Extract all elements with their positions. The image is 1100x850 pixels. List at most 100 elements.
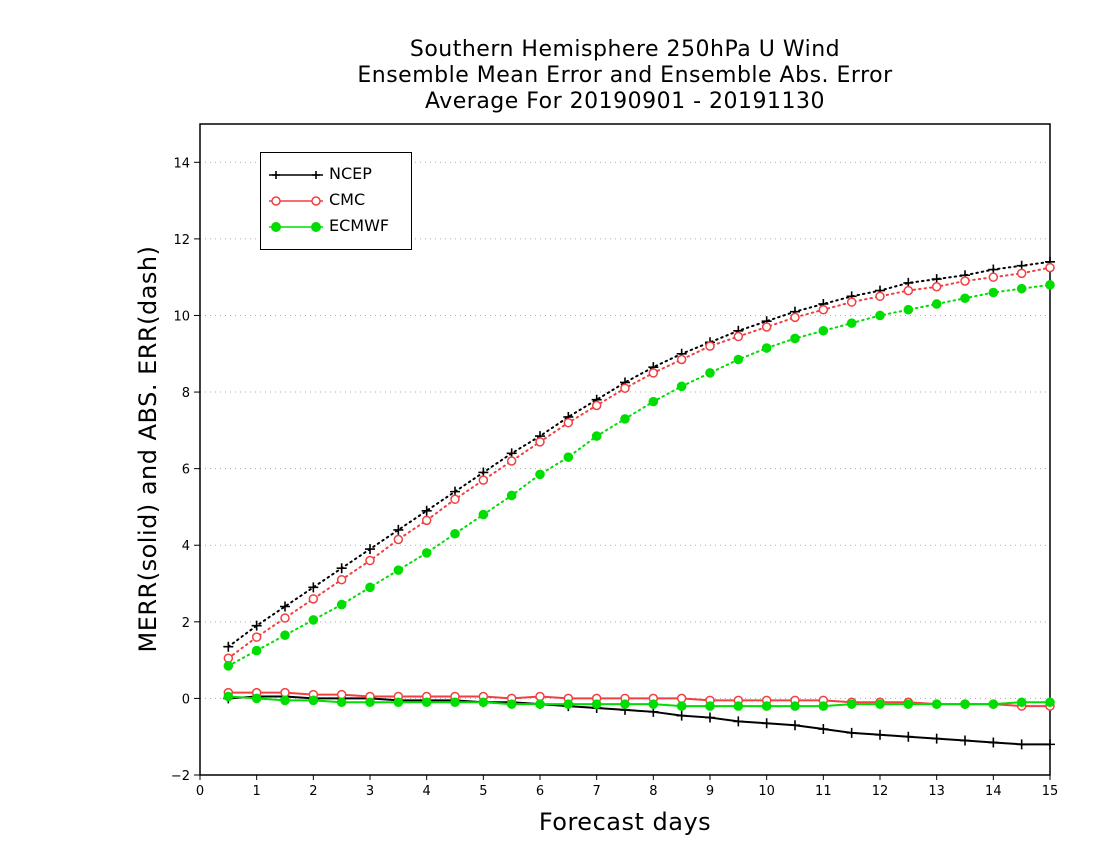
data-point-cmc-dash: [563, 417, 574, 428]
x-tick-label: 10: [758, 784, 775, 799]
series-line-ecmwf-dash: [227, 283, 1051, 667]
x-tick-label: 7: [593, 784, 601, 799]
data-point-ncep-dash: [421, 505, 432, 516]
legend-item-ncep: NCEP: [261, 163, 411, 187]
data-point-cmc-dash: [818, 304, 829, 315]
data-point-ecmwf-dash: [1045, 280, 1055, 290]
data-point-cmc-dash: [478, 475, 489, 485]
chart-legend: NCEP CMC ECMWF: [260, 152, 412, 250]
data-point-ecmwf-dash: [591, 431, 602, 441]
data-point-cmc-dash: [308, 594, 319, 604]
data-point-ecmwf-dash: [223, 661, 234, 671]
data-point-ecmwf-dash: [676, 381, 687, 392]
legend-swatch-ncep: [269, 171, 323, 179]
data-point-ecmwf-solid: [648, 699, 659, 709]
data-point-cmc-dash: [280, 613, 290, 623]
data-point-ncep-solid: [733, 716, 744, 727]
data-point-ecmwf-dash: [535, 469, 545, 480]
data-point-cmc-dash: [365, 555, 375, 566]
data-point-ecmwf-solid: [450, 697, 460, 708]
y-tick-label: 4: [182, 539, 190, 554]
data-point-ecmwf-solid: [280, 695, 290, 706]
data-point-ecmwf-solid: [223, 691, 234, 702]
data-point-ecmwf-solid: [421, 697, 432, 708]
data-point-ecmwf-solid: [875, 699, 885, 709]
data-point-ecmwf-dash: [875, 310, 885, 321]
x-tick-label: 14: [985, 784, 1002, 799]
data-point-ecmwf-dash: [960, 293, 970, 304]
data-point-ncep-solid: [960, 735, 970, 746]
data-point-ncep-solid: [903, 731, 914, 742]
y-tick-label: 6: [182, 463, 190, 478]
series-line-ncep-dash: [227, 260, 1051, 648]
data-point-ecmwf-solid: [960, 699, 970, 709]
x-tick-label: 8: [649, 784, 657, 799]
data-point-cmc-solid: [280, 687, 290, 698]
data-point-ecmwf-dash: [251, 645, 262, 656]
x-tick-label: 3: [366, 784, 374, 799]
data-point-ecmwf-dash: [846, 318, 857, 328]
data-point-ncep-dash: [365, 544, 375, 555]
data-point-ncep-dash: [308, 582, 319, 593]
data-point-ncep-dash: [393, 524, 404, 535]
y-tick-label: 2: [182, 616, 190, 631]
x-axis-label: Forecast days: [538, 808, 712, 836]
data-point-ecmwf-solid: [1016, 697, 1027, 708]
x-tick-label: 15: [1042, 784, 1059, 799]
data-point-cmc-dash: [988, 272, 999, 282]
data-point-ecmwf-solid: [931, 699, 942, 709]
series-line-cmc-dash: [227, 266, 1051, 660]
data-point-cmc-dash: [535, 437, 545, 447]
data-point-ecmwf-solid: [478, 697, 489, 708]
y-tick-label: 12: [173, 233, 190, 248]
data-point-cmc-dash: [875, 291, 885, 302]
legend-label-ecmwf: ECMWF: [329, 216, 390, 235]
data-point-ecmwf-dash: [563, 452, 574, 462]
data-point-cmc-dash: [761, 322, 772, 332]
data-point-cmc-dash: [846, 297, 857, 307]
data-point-ecmwf-dash: [620, 414, 630, 424]
x-tick-label: 11: [815, 784, 832, 799]
x-tick-label: 1: [253, 784, 261, 799]
data-point-ecmwf-dash: [365, 582, 375, 593]
data-point-ecmwf-dash: [1016, 283, 1027, 294]
x-tick-label: 6: [536, 784, 544, 799]
data-point-cmc-dash: [903, 285, 914, 296]
data-point-ncep-dash: [336, 563, 347, 574]
y-axis-label: MERR(solid) and ABS. ERR(dash): [134, 245, 162, 653]
data-point-ecmwf-dash: [903, 304, 914, 315]
data-point-cmc-dash: [1016, 268, 1027, 279]
data-point-ecmwf-solid: [846, 699, 857, 709]
data-point-cmc-solid: [535, 691, 545, 702]
data-point-ncep-solid: [846, 727, 857, 738]
y-tick-label: 8: [182, 386, 190, 401]
data-point-ncep-solid: [676, 710, 687, 721]
data-point-ecmwf-solid: [1045, 697, 1055, 708]
data-point-cmc-dash: [393, 534, 404, 545]
data-point-ecmwf-dash: [280, 630, 290, 641]
data-point-ecmwf-dash: [450, 528, 460, 539]
data-point-cmc-dash: [733, 331, 744, 342]
legend-item-ecmwf: ECMWF: [261, 215, 411, 239]
data-point-ecmwf-solid: [591, 699, 602, 709]
data-point-ecmwf-dash: [818, 325, 829, 336]
data-point-ecmwf-dash: [790, 333, 800, 344]
data-point-cmc-dash: [223, 653, 234, 663]
data-point-ecmwf-solid: [251, 693, 262, 704]
data-point-cmc-dash: [450, 494, 460, 505]
data-point-ecmwf-dash: [393, 565, 404, 575]
data-point-ecmwf-dash: [336, 599, 347, 610]
data-point-ncep-solid: [1045, 739, 1055, 750]
chart-title-line-3: Average For 20190901 - 20191130: [424, 89, 826, 114]
data-point-cmc-dash: [648, 368, 659, 378]
data-point-ecmwf-solid: [903, 699, 914, 709]
data-point-ecmwf-solid: [733, 701, 744, 711]
x-tick-label: 4: [423, 784, 431, 799]
data-point-cmc-solid: [336, 689, 347, 700]
data-point-ncep-solid: [875, 729, 885, 740]
data-point-cmc-solid: [676, 693, 687, 704]
data-point-ncep-dash: [251, 620, 262, 631]
data-point-ecmwf-dash: [478, 509, 489, 520]
data-point-ncep-solid: [818, 724, 829, 735]
data-point-ecmwf-solid: [988, 699, 999, 709]
